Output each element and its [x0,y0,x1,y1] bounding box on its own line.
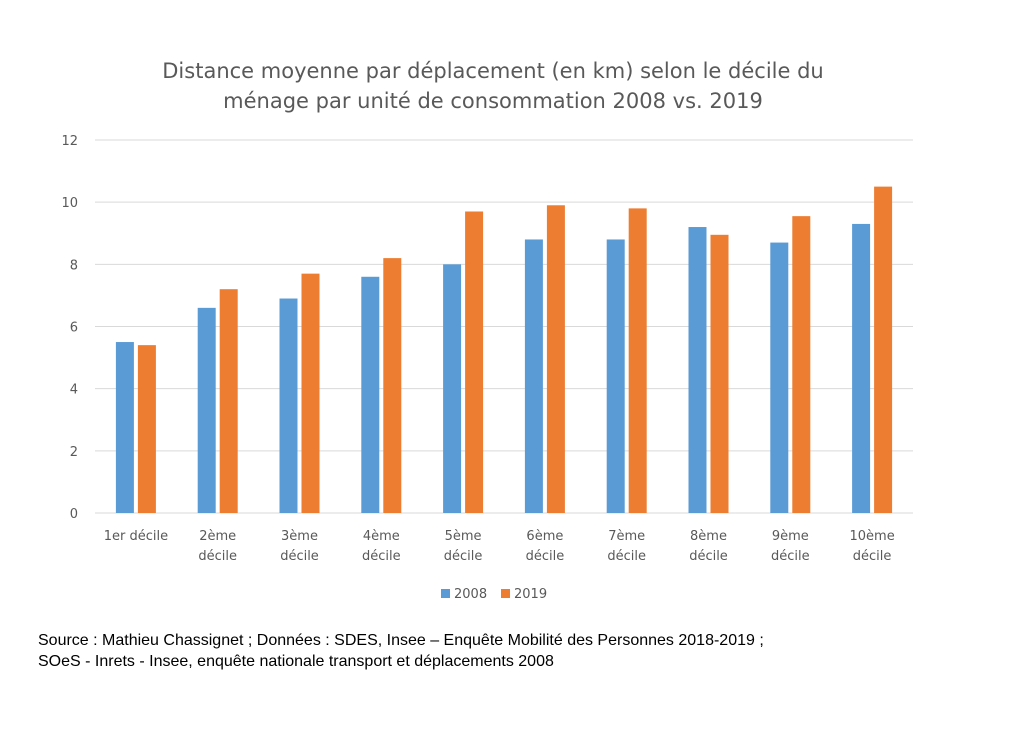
bar-2008 [688,227,707,514]
y-tick-label: 2 [70,445,78,460]
x-tick-label: 2ème décile [198,529,237,564]
bar-2008 [770,242,789,513]
bar-2008 [443,264,462,513]
y-tick-label: 10 [61,196,78,211]
y-axis-tick-labels: 0 2 4 6 8 10 12 [61,134,78,522]
source-line-1: Source : Mathieu Chassignet ; Données : … [38,632,764,649]
bar-2019 [874,186,893,513]
bar-2019 [628,208,647,513]
bar-2008 [524,239,543,513]
bar-2008 [852,223,871,514]
bar-2008 [279,298,298,513]
bar-2019 [792,216,811,513]
legend-swatch-2008 [441,589,450,598]
bar-2008 [606,239,625,513]
bar-2019 [137,345,156,513]
source-note: Source : Mathieu Chassignet ; Données : … [38,630,998,672]
bar-chart: Distance moyenne par déplacement (en km)… [61,59,913,602]
gridlines [95,139,913,514]
y-tick-label: 6 [70,321,78,336]
x-tick-label: 9ème décile [771,529,810,564]
x-tick-label: 6ème décile [526,529,565,564]
chart-title-line-2: ménage par unité de consommation 2008 vs… [223,89,763,113]
x-tick-label: 10ème décile [849,529,894,564]
y-tick-label: 0 [70,507,78,522]
y-tick-label: 12 [61,134,78,149]
chart-title-line-1: Distance moyenne par déplacement (en km)… [162,59,823,83]
y-tick-label: 8 [70,258,78,273]
source-line-2: SOeS - Inrets - Insee, enquête nationale… [38,653,554,670]
bar-2008 [197,307,216,513]
x-tick-label: 4ème décile [362,529,401,564]
legend: 2008 2019 [441,587,547,602]
x-tick-label: 8ème décile [689,529,728,564]
x-tick-label: 7ème décile [607,529,646,564]
legend-label-2008: 2008 [454,587,487,602]
y-tick-label: 4 [70,383,78,398]
chart-title: Distance moyenne par déplacement (en km)… [162,59,823,113]
bar-2019 [219,289,238,513]
bars [115,186,893,514]
bar-2019 [465,211,484,513]
x-axis-tick-labels: 1er décile 2ème décile 3ème décile 4ème décile… [104,529,895,564]
bar-2008 [115,342,134,513]
legend-swatch-2019 [501,589,510,598]
bar-2019 [546,205,565,513]
legend-label-2019: 2019 [514,587,547,602]
x-tick-label: 5ème décile [444,529,483,564]
x-tick-label: 3ème décile [280,529,319,564]
x-tick-label: 1er décile [104,529,168,544]
bar-2019 [710,234,729,513]
bar-2008 [361,276,380,513]
bar-2019 [301,273,320,513]
bar-2019 [383,258,402,513]
